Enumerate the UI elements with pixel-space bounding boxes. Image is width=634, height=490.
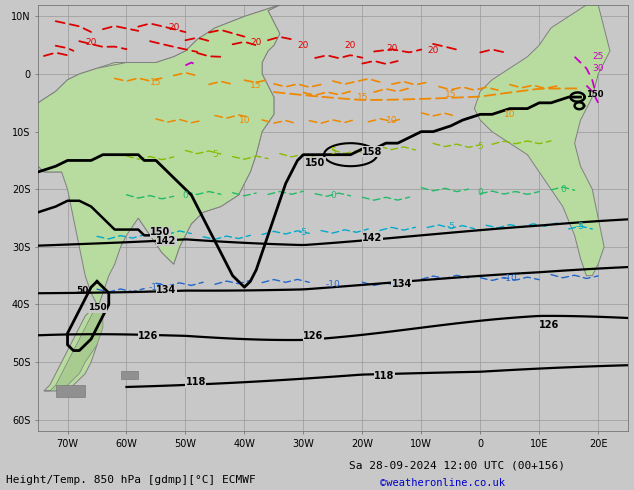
Text: 20: 20 bbox=[345, 41, 356, 49]
Text: -5: -5 bbox=[446, 222, 455, 231]
Text: 15: 15 bbox=[356, 93, 368, 101]
Text: -5: -5 bbox=[299, 228, 308, 237]
Text: 150: 150 bbox=[305, 158, 325, 168]
Text: 30: 30 bbox=[592, 64, 604, 73]
Text: 10: 10 bbox=[238, 116, 250, 124]
Text: 134: 134 bbox=[156, 285, 176, 295]
Polygon shape bbox=[56, 385, 85, 396]
Text: 0: 0 bbox=[560, 185, 566, 194]
Text: 20: 20 bbox=[427, 47, 439, 55]
Text: 10: 10 bbox=[386, 116, 398, 124]
Text: 15: 15 bbox=[150, 78, 162, 87]
Text: -10: -10 bbox=[502, 274, 517, 283]
Text: 150: 150 bbox=[586, 90, 604, 99]
Text: 126: 126 bbox=[304, 331, 323, 341]
Text: ©weatheronline.co.uk: ©weatheronline.co.uk bbox=[380, 478, 505, 488]
Text: 15: 15 bbox=[445, 90, 456, 98]
Polygon shape bbox=[120, 371, 138, 379]
Text: 126: 126 bbox=[138, 331, 158, 341]
Text: 20: 20 bbox=[86, 38, 97, 47]
Text: 5: 5 bbox=[212, 150, 218, 159]
Text: 0: 0 bbox=[183, 191, 188, 199]
Text: 20: 20 bbox=[168, 24, 179, 32]
Text: 0: 0 bbox=[477, 188, 483, 196]
Text: 158: 158 bbox=[363, 147, 383, 157]
Text: 142: 142 bbox=[156, 236, 176, 246]
Polygon shape bbox=[20, 5, 280, 264]
Text: 5: 5 bbox=[330, 147, 336, 156]
Text: Height/Temp. 850 hPa [gdmp][°C] ECMWF: Height/Temp. 850 hPa [gdmp][°C] ECMWF bbox=[6, 475, 256, 485]
Text: 20: 20 bbox=[250, 38, 262, 47]
Text: 0: 0 bbox=[330, 191, 336, 199]
Text: -10: -10 bbox=[148, 283, 164, 292]
Text: 50: 50 bbox=[76, 286, 89, 295]
Text: 142: 142 bbox=[363, 233, 382, 243]
Text: 20: 20 bbox=[386, 44, 398, 52]
Text: 150: 150 bbox=[87, 303, 107, 312]
Text: 5: 5 bbox=[477, 142, 483, 150]
Text: 15: 15 bbox=[250, 81, 262, 90]
Text: 126: 126 bbox=[540, 319, 559, 329]
Text: 25: 25 bbox=[593, 52, 604, 61]
Text: 20: 20 bbox=[298, 41, 309, 49]
Polygon shape bbox=[44, 304, 103, 391]
Text: 134: 134 bbox=[392, 279, 412, 289]
Polygon shape bbox=[20, 5, 280, 391]
Polygon shape bbox=[474, 5, 610, 276]
Text: -10: -10 bbox=[325, 280, 340, 289]
Text: -5: -5 bbox=[576, 222, 585, 231]
Text: 118: 118 bbox=[186, 377, 206, 387]
Text: 118: 118 bbox=[374, 371, 394, 381]
Text: Sa 28-09-2024 12:00 UTC (00+156): Sa 28-09-2024 12:00 UTC (00+156) bbox=[349, 461, 565, 470]
Text: 150: 150 bbox=[150, 227, 171, 237]
Text: -5: -5 bbox=[152, 231, 160, 240]
Text: 10: 10 bbox=[504, 110, 515, 119]
